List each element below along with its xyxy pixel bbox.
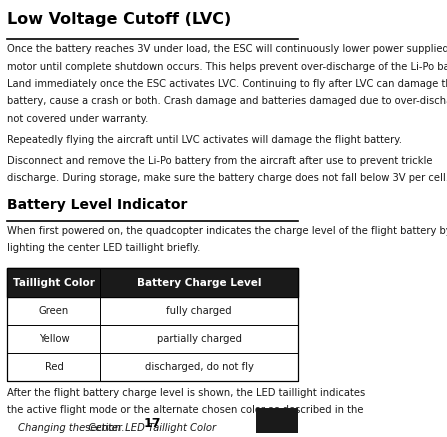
Text: partially charged: partially charged [157,334,242,344]
Text: section.: section. [82,423,125,433]
Text: When first powered on, the quadcopter indicates the charge level of the flight b: When first powered on, the quadcopter in… [8,226,447,236]
FancyBboxPatch shape [8,353,298,382]
Text: Green: Green [39,306,69,316]
FancyBboxPatch shape [8,268,298,297]
Text: Yellow: Yellow [38,334,69,344]
Text: motor until complete shutdown occurs. This helps prevent over-discharge of the L: motor until complete shutdown occurs. Th… [8,62,447,72]
Text: lighting the center LED taillight briefly.: lighting the center LED taillight briefl… [8,243,201,253]
Text: EN: EN [267,414,286,427]
Text: battery, cause a crash or both. Crash damage and batteries damaged due to over-d: battery, cause a crash or both. Crash da… [8,97,447,107]
Text: 17: 17 [144,417,161,430]
Text: not covered under warranty.: not covered under warranty. [8,114,149,124]
Text: discharged, do not fly: discharged, do not fly [145,362,254,372]
Text: Repeatedly flying the aircraft until LVC activates will damage the flight batter: Repeatedly flying the aircraft until LVC… [8,135,402,145]
Text: Once the battery reaches 3V under load, the ESC will continuously lower power su: Once the battery reaches 3V under load, … [8,45,447,54]
Text: Changing the Center LED Taillight Color: Changing the Center LED Taillight Color [18,423,216,433]
FancyBboxPatch shape [8,325,298,353]
FancyBboxPatch shape [8,297,298,325]
Text: Disconnect and remove the Li-Po battery from the aircraft after use to prevent t: Disconnect and remove the Li-Po battery … [8,156,433,166]
Text: Taillight Color: Taillight Color [13,277,95,288]
Text: Red: Red [45,362,63,372]
Text: After the flight battery charge level is shown, the LED taillight indicates: After the flight battery charge level is… [8,388,366,398]
FancyBboxPatch shape [256,408,298,434]
Text: discharge. During storage, make sure the battery charge does not fall below 3V p: discharge. During storage, make sure the… [8,173,447,183]
Text: Battery Level Indicator: Battery Level Indicator [8,198,188,212]
Text: Battery Charge Level: Battery Charge Level [137,277,261,288]
Text: Land immediately once the ESC activates LVC. Continuing to fly after LVC can dam: Land immediately once the ESC activates … [8,79,447,89]
Text: the active flight mode or the alternate chosen color as described in the: the active flight mode or the alternate … [8,405,364,415]
Text: fully charged: fully charged [166,306,232,316]
Text: Low Voltage Cutoff (LVC): Low Voltage Cutoff (LVC) [8,12,232,27]
